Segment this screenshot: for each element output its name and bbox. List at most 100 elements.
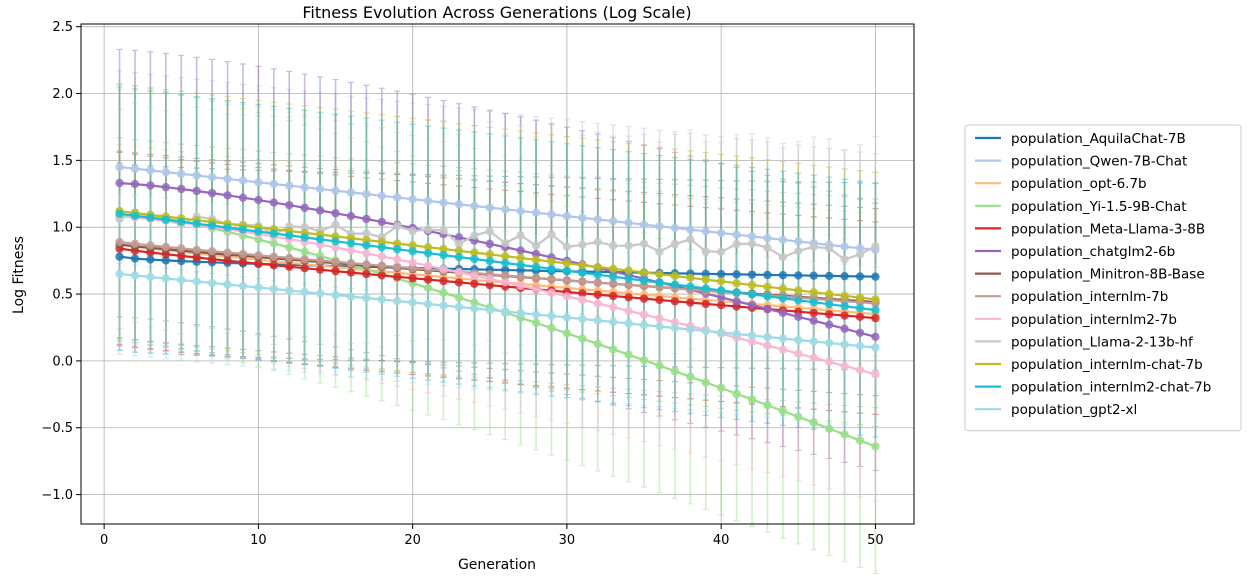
data-point <box>809 271 818 280</box>
data-point <box>871 332 880 342</box>
y-tick-label: 2.0 <box>52 87 73 102</box>
data-point <box>192 245 201 254</box>
data-point <box>393 262 402 272</box>
data-point <box>747 232 757 241</box>
x-axis-label: Generation <box>458 557 536 573</box>
x-tick-label: 0 <box>100 533 108 548</box>
data-point <box>794 349 803 358</box>
data-point <box>732 329 741 339</box>
data-point <box>454 252 464 262</box>
data-point <box>778 270 788 280</box>
data-point <box>747 300 757 310</box>
data-point <box>732 389 741 398</box>
data-point <box>824 338 834 348</box>
data-point <box>269 239 279 248</box>
data-point <box>362 229 371 238</box>
data-point <box>840 324 849 333</box>
data-point <box>732 239 741 249</box>
legend-item: population_Yi-1.5-9B-Chat <box>975 199 1187 215</box>
data-point <box>300 233 309 242</box>
data-point <box>130 179 140 189</box>
data-point <box>439 226 448 235</box>
data-point <box>716 328 726 337</box>
data-point <box>624 293 633 302</box>
data-point <box>408 274 417 283</box>
data-point <box>531 262 541 272</box>
data-point <box>670 323 680 333</box>
data-point <box>547 274 556 284</box>
data-point <box>809 287 818 297</box>
data-point <box>300 287 309 297</box>
data-point <box>824 300 834 309</box>
data-point <box>300 203 309 212</box>
data-point <box>377 271 387 280</box>
data-point <box>285 231 294 240</box>
data-point <box>716 269 726 279</box>
data-point <box>207 254 217 264</box>
data-point <box>207 188 217 198</box>
data-point <box>763 282 772 291</box>
data-point <box>501 239 510 248</box>
data-point <box>562 276 572 285</box>
series-population_Yi-1.5-9B-Chat <box>116 83 879 575</box>
data-point <box>747 290 757 299</box>
data-point <box>562 329 572 338</box>
data-point <box>809 353 818 362</box>
data-point <box>439 250 448 260</box>
data-point <box>485 239 494 249</box>
legend-label: population_Minitron-8B-Base <box>1011 267 1205 283</box>
legend-item: population_internlm-chat-7b <box>975 357 1203 373</box>
data-point <box>593 316 602 325</box>
data-point <box>531 208 541 217</box>
data-point <box>593 237 602 247</box>
legend: population_AquilaChat-7B population_Qwen-… <box>964 124 1242 432</box>
data-point <box>315 206 325 215</box>
data-point <box>130 254 140 263</box>
data-point <box>146 272 155 282</box>
plot-frame <box>80 23 915 525</box>
data-point <box>701 227 710 236</box>
y-tick-label: 1.5 <box>52 154 73 169</box>
data-point <box>423 261 433 270</box>
series-line-population_Meta-Llama-3-8B <box>115 244 880 323</box>
data-point <box>547 288 556 297</box>
data-point <box>531 285 541 294</box>
data-point <box>763 243 772 252</box>
y-tick-label: 1.0 <box>52 221 73 236</box>
legend-label: population_chatglm2-6b <box>1011 244 1175 260</box>
legend-label: population_Yi-1.5-9B-Chat <box>1011 199 1187 215</box>
data-point <box>485 305 494 315</box>
data-point <box>794 286 803 295</box>
data-point <box>547 230 556 239</box>
data-point <box>840 361 849 371</box>
data-point <box>824 310 834 319</box>
data-point <box>130 211 140 221</box>
data-point <box>778 406 788 416</box>
data-point <box>686 273 695 282</box>
data-point <box>855 436 865 445</box>
data-point <box>655 269 664 279</box>
data-point <box>624 319 633 328</box>
data-point <box>608 291 618 301</box>
data-point <box>578 277 587 286</box>
data-point <box>254 195 263 205</box>
data-point <box>778 334 788 343</box>
data-point <box>377 252 387 261</box>
data-point <box>439 244 448 254</box>
data-point <box>871 272 880 281</box>
x-tick-label: 20 <box>404 533 421 548</box>
data-point <box>331 290 340 300</box>
data-point <box>146 255 155 264</box>
data-point <box>223 256 232 265</box>
data-point <box>794 312 803 321</box>
data-point <box>655 247 664 256</box>
data-point <box>747 280 757 290</box>
data-point <box>655 361 664 370</box>
data-point <box>423 248 433 258</box>
data-point <box>670 367 680 376</box>
data-point <box>686 282 695 291</box>
data-point <box>855 312 865 322</box>
data-point <box>269 198 279 207</box>
data-point <box>269 252 279 261</box>
y-tick-label: −1.0 <box>41 488 73 503</box>
